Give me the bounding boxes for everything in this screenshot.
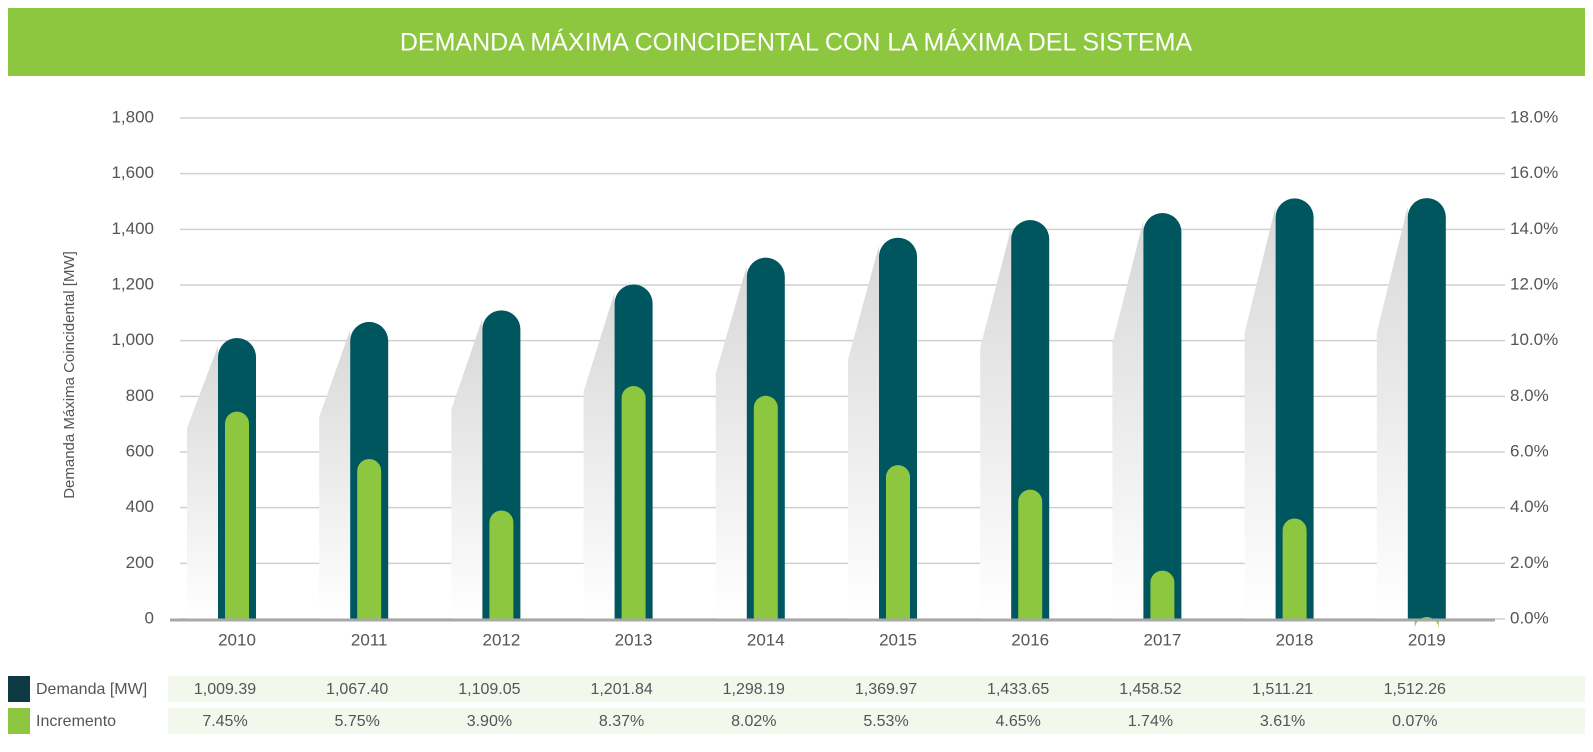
table-cell: 1,298.19 <box>723 681 785 698</box>
y2-tick-label: 10.0% <box>1510 330 1558 349</box>
table-cell: 5.75% <box>335 713 380 730</box>
y-tick-label: 1,800 <box>111 107 154 126</box>
table-cell: 8.02% <box>731 713 776 730</box>
bar-shadow <box>1112 221 1144 619</box>
legend-swatch <box>8 708 30 734</box>
bar-shadow <box>451 318 483 619</box>
table-cell: 0.07% <box>1392 713 1437 730</box>
bar <box>1407 198 1446 619</box>
title-bar <box>8 8 1585 76</box>
x-tick-label: 2010 <box>218 630 256 649</box>
y2-tick-label: 14.0% <box>1510 219 1558 238</box>
bar <box>1275 198 1314 619</box>
bar <box>886 465 910 619</box>
bar-shadow <box>319 329 351 619</box>
table-cell: 1.74% <box>1128 713 1173 730</box>
bar <box>357 458 382 619</box>
bar <box>1143 213 1182 619</box>
y2-tick-label: 12.0% <box>1510 274 1558 293</box>
table-cell: 1,067.40 <box>326 681 388 698</box>
x-tick-label: 2018 <box>1276 630 1314 649</box>
bar-shadow <box>848 245 879 619</box>
legend-label: Demanda [MW] <box>36 681 147 698</box>
y-axis-label: Demanda Máxima Coincidental [MW] <box>61 251 78 499</box>
x-tick-label: 2019 <box>1408 630 1446 649</box>
y2-tick-label: 8.0% <box>1510 386 1549 405</box>
x-tick-label: 2017 <box>1143 630 1181 649</box>
legend-swatch <box>8 676 30 702</box>
table-cell: 1,201.84 <box>590 681 652 698</box>
y2-tick-label: 18.0% <box>1510 107 1558 126</box>
table-cell: 3.90% <box>467 713 512 730</box>
table-cell: 1,369.97 <box>855 681 917 698</box>
y-tick-label: 1,600 <box>111 163 154 182</box>
bar <box>753 395 778 619</box>
y-tick-label: 400 <box>126 497 154 516</box>
bar <box>621 386 646 619</box>
table-row <box>168 676 1585 702</box>
x-tick-label: 2014 <box>747 630 785 649</box>
table-cell: 5.53% <box>863 713 908 730</box>
y-tick-label: 200 <box>126 553 154 572</box>
x-tick-label: 2015 <box>879 630 917 649</box>
bar <box>1282 518 1307 619</box>
x-tick-label: 2016 <box>1011 630 1049 649</box>
y2-tick-label: 2.0% <box>1510 553 1549 572</box>
y2-tick-label: 4.0% <box>1510 497 1549 516</box>
y-tick-label: 1,200 <box>111 274 154 293</box>
bar-shadow <box>980 227 1012 620</box>
bar <box>1150 570 1175 619</box>
chart-title: DEMANDA MÁXIMA COINCIDENTAL CON LA MÁXIM… <box>400 28 1193 57</box>
bar-shadow <box>583 292 615 619</box>
table-cell: 1,512.26 <box>1384 681 1446 698</box>
bar <box>489 510 514 619</box>
table-row <box>168 708 1585 734</box>
table-cell: 7.45% <box>202 713 247 730</box>
table-cell: 4.65% <box>996 713 1041 730</box>
y2-tick-label: 0.0% <box>1510 608 1549 627</box>
table-cell: 1,109.05 <box>458 681 520 698</box>
table-cell: 1,458.52 <box>1119 681 1181 698</box>
y-tick-label: 800 <box>126 386 154 405</box>
bar-shadow <box>1376 206 1408 619</box>
x-tick-label: 2013 <box>615 630 653 649</box>
table-cell: 1,433.65 <box>987 681 1049 698</box>
bar-shadow <box>187 346 218 619</box>
table-cell: 3.61% <box>1260 713 1305 730</box>
y-tick-label: 0 <box>145 608 154 627</box>
x-tick-label: 2012 <box>482 630 520 649</box>
legend-label: Incremento <box>36 713 116 730</box>
table-cell: 1,009.39 <box>194 681 256 698</box>
bar-shadow <box>715 265 747 619</box>
x-tick-label: 2011 <box>351 630 388 649</box>
y-tick-label: 600 <box>126 441 154 460</box>
table-cell: 8.37% <box>599 713 644 730</box>
y2-tick-label: 16.0% <box>1510 163 1558 182</box>
bar-shadow <box>1244 206 1276 619</box>
bar <box>1018 489 1043 619</box>
y-tick-label: 1,400 <box>111 219 154 238</box>
y-tick-label: 1,000 <box>111 330 154 349</box>
table-cell: 1,511.21 <box>1252 681 1313 698</box>
bar <box>225 411 249 619</box>
y2-tick-label: 6.0% <box>1510 441 1549 460</box>
